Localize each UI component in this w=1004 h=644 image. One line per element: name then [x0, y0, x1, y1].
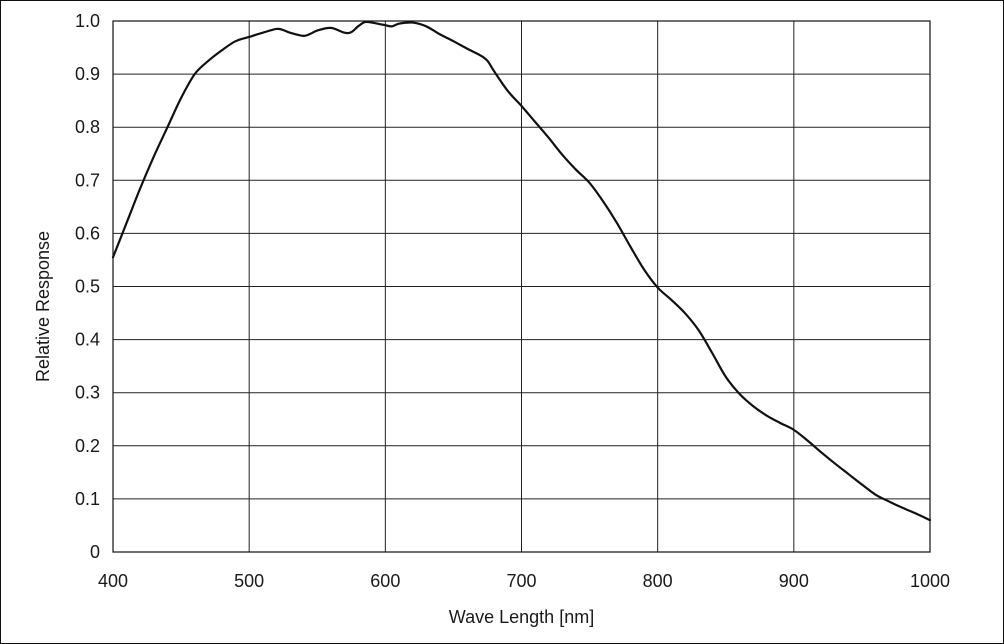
grid [112, 20, 931, 553]
plot-border [112, 20, 931, 553]
y-tick-label: 0.7 [75, 170, 100, 190]
y-tick-label: 0.5 [75, 277, 100, 297]
y-tick-label: 0.2 [75, 436, 100, 456]
x-axis-title: Wave Length [nm] [449, 607, 594, 627]
y-tick-label: 0.6 [75, 223, 100, 243]
x-tick-label: 600 [370, 571, 400, 591]
y-tick-label: 0 [90, 542, 100, 562]
y-axis-title: Relative Response [33, 231, 53, 382]
x-tick-label: 500 [234, 571, 264, 591]
series [111, 20, 932, 522]
y-tick-label: 0.8 [75, 117, 100, 137]
x-tick-label: 400 [98, 571, 128, 591]
series-line [111, 20, 932, 522]
x-tick-label: 800 [643, 571, 673, 591]
y-tick-label: 0.1 [75, 489, 100, 509]
y-tick-label: 0.9 [75, 64, 100, 84]
y-tick-label: 1.0 [75, 11, 100, 31]
y-tick-label: 0.3 [75, 383, 100, 403]
y-tick-label: 0.4 [75, 330, 100, 350]
x-tick-label: 900 [779, 571, 809, 591]
y-tick-labels: 0 0.1 0.2 0.3 0.4 0.5 0.6 0.7 0.8 0.9 1.0 [75, 11, 100, 562]
x-tick-label: 1000 [910, 571, 950, 591]
x-tick-label: 700 [506, 571, 536, 591]
x-tick-labels: 400 500 600 700 800 900 1000 [98, 571, 950, 591]
